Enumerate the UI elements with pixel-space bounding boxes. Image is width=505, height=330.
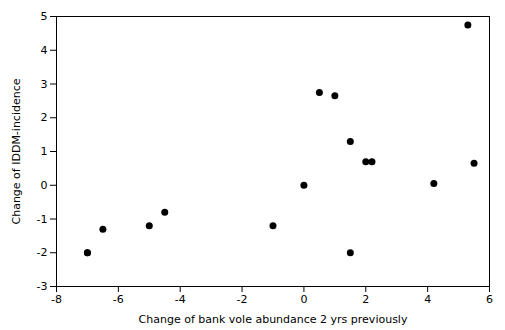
svg-text:-3: -3 (37, 280, 48, 293)
svg-text:2: 2 (41, 111, 48, 124)
svg-text:1: 1 (41, 145, 48, 158)
svg-text:-4: -4 (175, 293, 186, 306)
svg-text:6: 6 (486, 293, 493, 306)
svg-text:Change of IDDM-incidence: Change of IDDM-incidence (10, 78, 23, 224)
svg-text:-8: -8 (51, 293, 62, 306)
svg-text:4: 4 (424, 293, 431, 306)
svg-text:0: 0 (300, 293, 307, 306)
svg-text:-6: -6 (113, 293, 124, 306)
svg-text:-2: -2 (237, 293, 248, 306)
svg-text:4: 4 (41, 44, 48, 57)
svg-text:2: 2 (362, 293, 369, 306)
svg-text:Change of bank vole abundance: Change of bank vole abundance 2 yrs prev… (139, 313, 408, 326)
svg-text:5: 5 (41, 10, 48, 23)
svg-text:0: 0 (41, 179, 48, 192)
svg-text:3: 3 (41, 78, 48, 91)
svg-text:-2: -2 (37, 246, 48, 259)
svg-text:-1: -1 (37, 213, 48, 226)
